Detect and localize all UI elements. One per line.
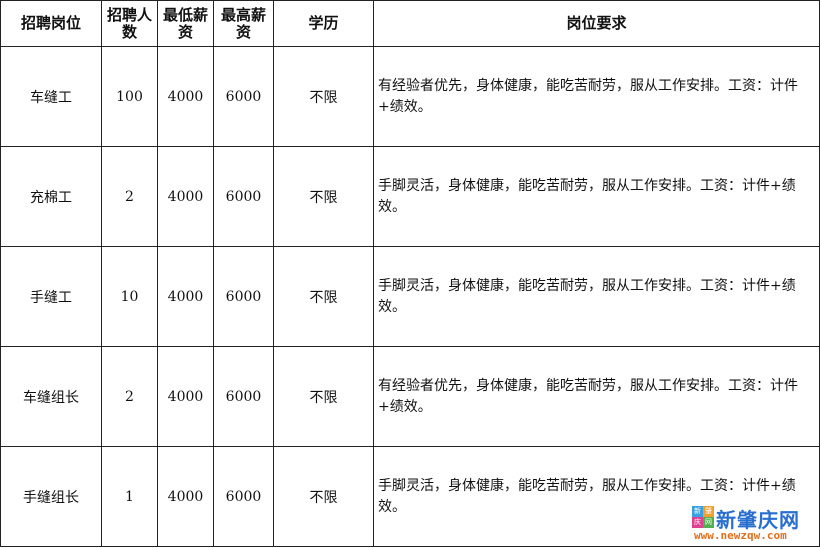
min-salary-cell: 4000 [157, 346, 214, 447]
position-cell: 充棉工 [0, 146, 102, 247]
education-cell: 不限 [273, 146, 374, 247]
table-row: 充棉工 2 4000 6000 不限 手脚灵活，身体健康，能吃苦耐劳，服从工作安排。工资：… [0, 146, 820, 247]
header-requirement: 岗位要求 [373, 0, 820, 47]
logo-char: 肇 [703, 506, 714, 517]
logo-char: 庆 [692, 517, 703, 528]
min-salary-cell: 4000 [157, 146, 214, 247]
position-cell: 手缝组长 [0, 446, 102, 547]
max-salary-cell: 6000 [213, 346, 274, 447]
header-row: 招聘岗位 招聘人数 最低薪资 最高薪资 学历 岗位要求 [0, 0, 820, 47]
watermark-name: 新肇庆网 [716, 508, 800, 532]
header-max-salary: 最高薪资 [213, 0, 274, 47]
max-salary-cell: 6000 [213, 46, 274, 147]
watermark: 新 肇 庆 网 新肇庆网 www.newzqw.com [692, 504, 812, 544]
requirement-cell: 有经验者优先，身体健康，能吃苦耐劳，服从工作安排。工资：计件+绩效。 [373, 346, 820, 447]
count-cell: 10 [101, 246, 158, 347]
header-count: 招聘人数 [101, 0, 158, 47]
logo-char: 网 [703, 517, 714, 528]
watermark-logo-icon: 新 肇 庆 网 [692, 506, 714, 528]
position-cell: 手缝工 [0, 246, 102, 347]
count-cell: 1 [101, 446, 158, 547]
header-education: 学历 [273, 0, 374, 47]
watermark-url: www.newzqw.com [694, 529, 787, 542]
education-cell: 不限 [273, 46, 374, 147]
requirement-cell: 有经验者优先，身体健康，能吃苦耐劳，服从工作安排。工资：计件+绩效。 [373, 46, 820, 147]
requirement-cell: 手脚灵活，身体健康，能吃苦耐劳，服从工作安排。工资：计件+绩效。 [373, 146, 820, 247]
min-salary-cell: 4000 [157, 246, 214, 347]
table-row: 手缝工 10 4000 6000 不限 手脚灵活，身体健康，能吃苦耐劳，服从工作安排。工资… [0, 246, 820, 347]
min-salary-cell: 4000 [157, 446, 214, 547]
table-row: 手缝组长 1 4000 6000 不限 手脚灵活，身体健康，能吃苦耐劳，服从工作安排。工资… [0, 446, 820, 547]
position-cell: 车缝工 [0, 46, 102, 147]
table-row: 车缝组长 2 4000 6000 不限 有经验者优先，身体健康，能吃苦耐劳，服从工作安排。… [0, 346, 820, 447]
table-row: 车缝工 100 4000 6000 不限 有经验者优先，身体健康，能吃苦耐劳，服从工作安排… [0, 46, 820, 147]
count-cell: 100 [101, 46, 158, 147]
education-cell: 不限 [273, 446, 374, 547]
logo-char: 新 [692, 506, 703, 517]
header-position: 招聘岗位 [0, 0, 102, 47]
count-cell: 2 [101, 146, 158, 247]
requirement-cell: 手脚灵活，身体健康，能吃苦耐劳，服从工作安排。工资：计件+绩效。 [373, 246, 820, 347]
position-cell: 车缝组长 [0, 346, 102, 447]
max-salary-cell: 6000 [213, 146, 274, 247]
min-salary-cell: 4000 [157, 46, 214, 147]
max-salary-cell: 6000 [213, 246, 274, 347]
max-salary-cell: 6000 [213, 446, 274, 547]
education-cell: 不限 [273, 246, 374, 347]
header-min-salary: 最低薪资 [157, 0, 214, 47]
count-cell: 2 [101, 346, 158, 447]
education-cell: 不限 [273, 346, 374, 447]
